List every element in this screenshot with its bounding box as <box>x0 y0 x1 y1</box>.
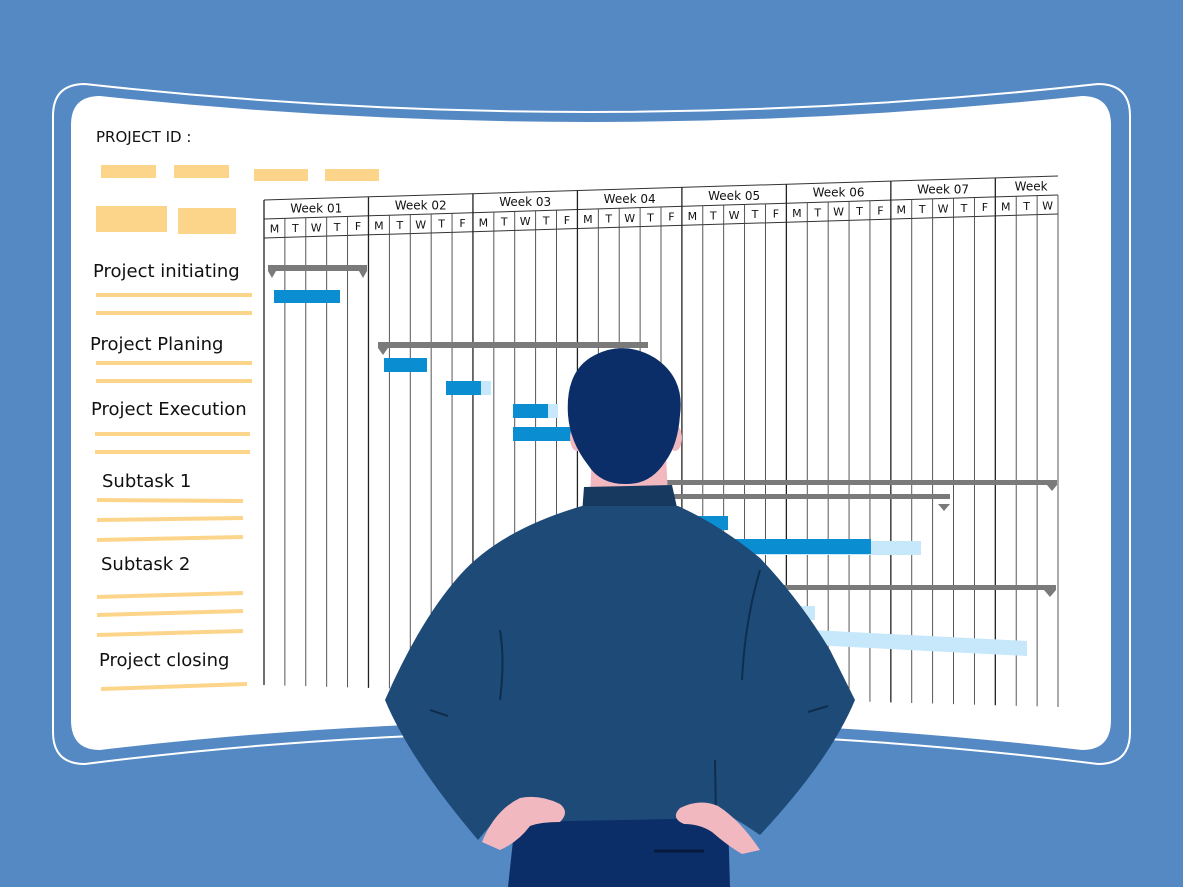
shirt <box>385 506 855 887</box>
day-label: W <box>311 221 322 234</box>
day-label: T <box>813 206 821 219</box>
task-bar <box>446 381 481 395</box>
row-label-project-execution: Project Execution <box>91 399 247 420</box>
right-hand <box>675 802 760 854</box>
shirt-fold <box>499 629 504 701</box>
summary-bar <box>740 585 1056 597</box>
day-label: F <box>459 217 465 230</box>
shirt-fold <box>741 569 761 681</box>
shirt-fold <box>429 709 449 717</box>
week-label: Week 06 <box>813 186 865 200</box>
day-label: T <box>437 218 445 231</box>
day-label: T <box>960 202 968 215</box>
task-bar <box>384 358 427 372</box>
row-label-project-closing: Project closing <box>99 650 229 671</box>
day-label: M <box>270 223 280 236</box>
summary-bar <box>650 494 950 511</box>
day-label: F <box>982 201 988 214</box>
pants <box>508 818 730 887</box>
placeholder-line <box>96 516 244 522</box>
day-label: T <box>500 216 508 229</box>
day-label: T <box>604 213 612 226</box>
summary-bar <box>268 265 367 278</box>
person-figure <box>385 348 855 887</box>
day-label: T <box>395 219 403 232</box>
week-label: Week <box>1015 179 1048 193</box>
day-label: T <box>646 211 654 224</box>
week-label: Week 05 <box>708 189 760 203</box>
summary-bar <box>378 342 648 355</box>
placeholder-blocks <box>96 165 379 234</box>
day-label: T <box>291 222 299 235</box>
day-label: W <box>520 215 531 228</box>
day-label: F <box>877 204 883 217</box>
week-label: Week 01 <box>290 201 342 215</box>
day-label: F <box>668 211 674 224</box>
day-label: T <box>751 208 759 221</box>
day-label: M <box>374 220 384 233</box>
task-bar-light <box>812 630 1027 656</box>
task-bar <box>274 290 340 303</box>
placeholder-block <box>174 165 229 178</box>
placeholder-line <box>96 498 244 503</box>
day-label: W <box>833 206 844 219</box>
day-label: W <box>938 202 949 215</box>
row-label-project-planing: Project Planing <box>90 334 223 355</box>
week-label: Week 04 <box>604 192 656 206</box>
row-label-subtask-1: Subtask 1 <box>102 471 191 492</box>
hair <box>567 348 681 485</box>
placeholder-line <box>96 629 244 637</box>
day-label: M <box>583 213 593 226</box>
day-label: M <box>1001 201 1011 214</box>
day-label: W <box>1042 199 1053 212</box>
week-label: Week 07 <box>917 182 969 196</box>
placeholder-line <box>100 682 248 691</box>
placeholder-lines <box>95 293 252 691</box>
day-label: T <box>855 205 863 218</box>
day-label: M <box>792 207 802 220</box>
gantt-bars <box>268 265 1057 656</box>
placeholder-block <box>101 165 156 178</box>
left-hand <box>482 796 565 850</box>
day-label: W <box>415 218 426 231</box>
placeholder-block <box>96 206 167 232</box>
task-bar <box>513 404 548 418</box>
day-label: T <box>333 221 341 234</box>
placeholder-block <box>178 208 236 234</box>
placeholder-line <box>96 591 244 599</box>
grid-top-line <box>263 175 1059 201</box>
week-label: Week 03 <box>499 195 551 209</box>
day-label: F <box>773 208 779 221</box>
day-label: W <box>624 212 635 225</box>
day-label: F <box>564 214 570 227</box>
summary-bar <box>650 480 1057 491</box>
day-label: M <box>688 210 698 223</box>
day-label: F <box>355 220 361 233</box>
placeholder-line <box>96 535 244 542</box>
placeholder-block <box>325 169 379 181</box>
row-label-subtask-2: Subtask 2 <box>101 554 190 575</box>
placeholder-block <box>254 169 308 181</box>
day-label: M <box>479 216 489 229</box>
day-label: T <box>542 214 550 227</box>
placeholder-line <box>96 609 244 617</box>
board-outline <box>52 82 1131 766</box>
project-id-label: PROJECT ID : <box>96 128 191 146</box>
day-label: W <box>729 209 740 222</box>
day-label: T <box>918 203 926 216</box>
shirt-fold <box>807 705 829 713</box>
row-label-project-initiating: Project initiating <box>93 261 240 282</box>
day-label: T <box>1022 200 1030 213</box>
week-label: Week 02 <box>395 198 447 212</box>
day-label: T <box>709 209 717 222</box>
day-label: M <box>897 204 907 217</box>
